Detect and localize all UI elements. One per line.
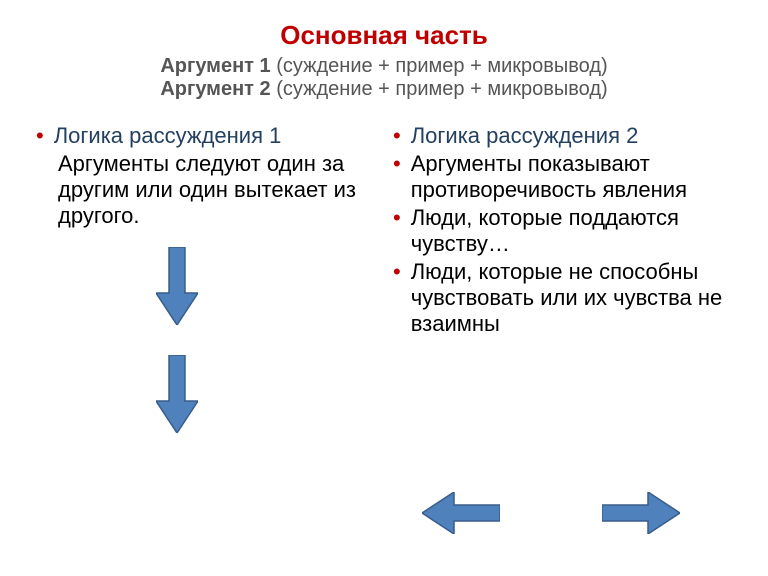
bullet-icon: • [393,151,401,177]
right-logic-row: • Логика рассуждения 2 [393,123,732,149]
horizontal-arrows [422,492,680,534]
right-logic-title: Логика рассуждения 2 [411,123,639,149]
argument-1-label: Аргумент 1 [160,55,270,77]
columns: • Логика рассуждения 1 Аргументы следуют… [36,123,732,433]
left-body-text: Аргументы следуют один за другим или оди… [58,151,375,229]
right-item-text: Аргументы показывают противоречивость яв… [411,151,732,203]
left-logic-row: • Логика рассуждения 1 [36,123,375,149]
arrow-left-icon [422,492,500,534]
right-item-2: • Люди, которые не способны чувствовать … [393,259,732,337]
arrow-down-icon [156,247,198,325]
subtitle-line-1: Аргумент 1 (суждение + пример + микровыв… [36,55,732,78]
left-column: • Логика рассуждения 1 Аргументы следуют… [36,123,375,433]
argument-1-desc: (суждение + пример + микровывод) [271,55,608,77]
left-logic-title: Логика рассуждения 1 [54,123,282,149]
right-item-text: Люди, которые не способны чувствовать ил… [411,259,732,337]
bullet-icon: • [393,123,401,149]
right-item-0: • Аргументы показывают противоречивость … [393,151,732,203]
right-item-text: Люди, которые поддаются чувству… [411,205,732,257]
header: Основная часть Аргумент 1 (суждение + пр… [36,20,732,101]
vertical-arrows [156,247,375,433]
arrow-down-icon [156,355,198,433]
argument-2-desc: (суждение + пример + микровывод) [271,78,608,100]
bullet-icon: • [393,205,401,231]
argument-2-label: Аргумент 2 [160,78,270,100]
right-item-1: • Люди, которые поддаются чувству… [393,205,732,257]
subtitle-line-2: Аргумент 2 (суждение + пример + микровыв… [36,78,732,101]
main-title: Основная часть [36,20,732,51]
arrow-right-icon [602,492,680,534]
bullet-icon: • [36,123,44,149]
bullet-icon: • [393,259,401,285]
right-column: • Логика рассуждения 2 • Аргументы показ… [393,123,732,433]
